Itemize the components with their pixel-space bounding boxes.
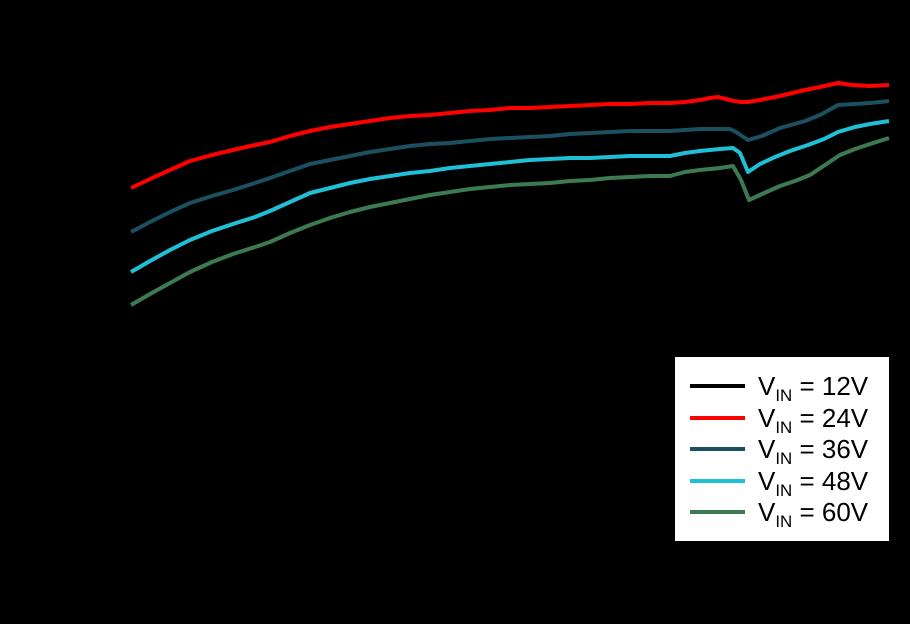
legend-swatch-line bbox=[690, 415, 745, 420]
legend-item: VIN = 36V bbox=[675, 433, 889, 469]
legend-entries: VIN = 12V VIN = 24V VIN = 36V VIN = 48V VIN … bbox=[675, 370, 889, 532]
series-line-vin-36v bbox=[130, 99, 890, 234]
series-line-vin-48v bbox=[129, 119, 890, 274]
legend-item-label: VIN = 24V bbox=[758, 402, 869, 437]
series-line-vin-24v bbox=[130, 81, 890, 190]
legend-item-label: VIN = 12V bbox=[758, 371, 869, 406]
legend-swatch-line bbox=[690, 447, 745, 451]
legend-item-label: VIN = 48V bbox=[758, 465, 869, 500]
legend-item: VIN = 60V bbox=[675, 496, 889, 532]
legend-item: VIN = 12V bbox=[675, 370, 889, 406]
legend: VIN = 12V VIN = 24V VIN = 36V VIN = 48V VIN … bbox=[673, 355, 891, 543]
legend-swatch-line bbox=[690, 478, 745, 483]
legend-swatch-line bbox=[690, 384, 745, 388]
legend-item-label: VIN = 36V bbox=[758, 434, 869, 469]
series-line-vin-60v bbox=[129, 136, 890, 307]
legend-swatch-line bbox=[690, 510, 745, 514]
legend-item: VIN = 24V bbox=[675, 402, 889, 437]
curves-group bbox=[129, 81, 890, 307]
legend-item: VIN = 48V bbox=[675, 465, 889, 500]
legend-item-label: VIN = 60V bbox=[758, 497, 869, 532]
